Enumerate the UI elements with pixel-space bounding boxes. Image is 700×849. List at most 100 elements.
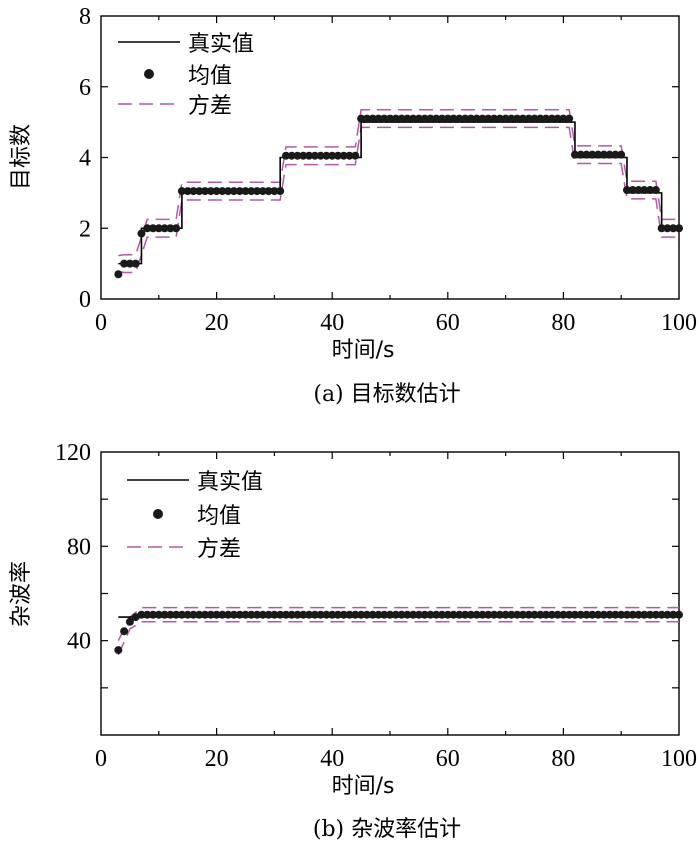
mean-point	[634, 186, 643, 195]
mean-point	[536, 610, 545, 619]
legend-mean-label: 均值	[197, 504, 241, 529]
mean-point	[675, 610, 683, 619]
mean-point	[276, 187, 285, 196]
y-tick-label: 0	[79, 287, 91, 313]
x-tick-label: 40	[320, 310, 344, 336]
mean-point	[299, 151, 308, 160]
mean-point	[472, 114, 481, 123]
mean-point	[547, 610, 556, 619]
mean-point	[339, 610, 348, 619]
mean-point	[206, 187, 215, 196]
mean-point	[501, 610, 510, 619]
mean-point	[281, 610, 290, 619]
x-tick-label: 20	[205, 746, 229, 772]
mean-point	[403, 114, 412, 123]
x-tick-label: 100	[661, 310, 697, 336]
mean-point	[640, 610, 649, 619]
mean-point	[362, 114, 371, 123]
legend-mean-swatch	[144, 69, 154, 79]
mean-point	[201, 610, 210, 619]
mean-point	[380, 114, 389, 123]
mean-point	[576, 150, 585, 159]
mean-point	[224, 187, 233, 196]
mean-point	[183, 187, 192, 196]
mean-point	[258, 187, 267, 196]
mean-point	[195, 187, 204, 196]
mean-point	[622, 610, 631, 619]
variance-lower-line	[117, 621, 679, 656]
x-tick-label: 80	[551, 746, 575, 772]
mean-point	[518, 114, 527, 123]
mean-point	[582, 610, 591, 619]
mean-point	[235, 610, 244, 619]
mean-point	[542, 610, 551, 619]
panel-b-caption: (b) 杂波率估计	[313, 817, 461, 842]
panel-a-target-count: 0 20 40 60 80 100 0 2 4 6 8 真实值 均值 方差 时间/s 目标数 (a)…	[9, 4, 697, 407]
legend-variance-label: 方差	[188, 94, 232, 119]
mean-point	[599, 150, 608, 159]
mean-point	[362, 610, 371, 619]
mean-point	[212, 187, 221, 196]
mean-point	[530, 114, 539, 123]
mean-point	[212, 610, 221, 619]
mean-point	[333, 151, 342, 160]
mean-point	[253, 187, 262, 196]
mean-point	[114, 646, 123, 655]
x-tick-label: 0	[95, 746, 107, 772]
legend-variance-label: 方差	[197, 537, 241, 562]
mean-point	[218, 610, 227, 619]
mean-point	[143, 224, 152, 233]
mean-point	[177, 610, 186, 619]
mean-point	[357, 114, 366, 123]
panel-a-ylabel: 目标数	[9, 124, 34, 190]
mean-point	[542, 114, 551, 123]
mean-point	[651, 186, 660, 195]
mean-point	[432, 610, 441, 619]
panel-a-xlabel: 时间/s	[332, 338, 395, 363]
mean-point	[253, 610, 262, 619]
mean-point	[663, 610, 672, 619]
mean-point	[622, 186, 631, 195]
mean-point	[351, 610, 360, 619]
mean-point	[137, 610, 146, 619]
mean-point	[281, 151, 290, 160]
mean-point	[287, 610, 296, 619]
mean-point	[247, 610, 256, 619]
mean-point	[166, 224, 175, 233]
mean-point	[582, 150, 591, 159]
mean-point	[166, 610, 175, 619]
mean-point	[149, 224, 158, 233]
mean-point	[547, 114, 556, 123]
mean-point	[646, 610, 655, 619]
mean-point	[513, 114, 522, 123]
x-tick-label: 0	[95, 310, 107, 336]
mean-point	[397, 610, 406, 619]
mean-point	[455, 114, 464, 123]
mean-point	[293, 151, 302, 160]
panel-a-mean-points	[114, 114, 683, 279]
mean-point	[125, 259, 134, 268]
mean-point	[154, 224, 163, 233]
mean-point	[368, 610, 377, 619]
mean-point	[553, 114, 562, 123]
mean-point	[224, 610, 233, 619]
y-tick-label: 6	[79, 75, 91, 101]
mean-point	[524, 610, 533, 619]
mean-point	[536, 114, 545, 123]
mean-point	[426, 114, 435, 123]
mean-point	[611, 610, 620, 619]
mean-point	[229, 610, 238, 619]
mean-point	[495, 610, 504, 619]
mean-point	[599, 610, 608, 619]
panel-b-clutter-rate: 0 20 40 60 80 100 40 80 120 真实值 均值 方差 时间/s 杂波率 (…	[9, 440, 697, 842]
legend-true-label: 真实值	[197, 470, 263, 495]
mean-point	[559, 610, 568, 619]
mean-point	[559, 114, 568, 123]
mean-point	[524, 114, 533, 123]
mean-point	[414, 610, 423, 619]
mean-point	[322, 610, 331, 619]
mean-point	[553, 610, 562, 619]
legend-mean-swatch	[153, 509, 163, 519]
mean-point	[172, 224, 181, 233]
mean-point	[455, 610, 464, 619]
